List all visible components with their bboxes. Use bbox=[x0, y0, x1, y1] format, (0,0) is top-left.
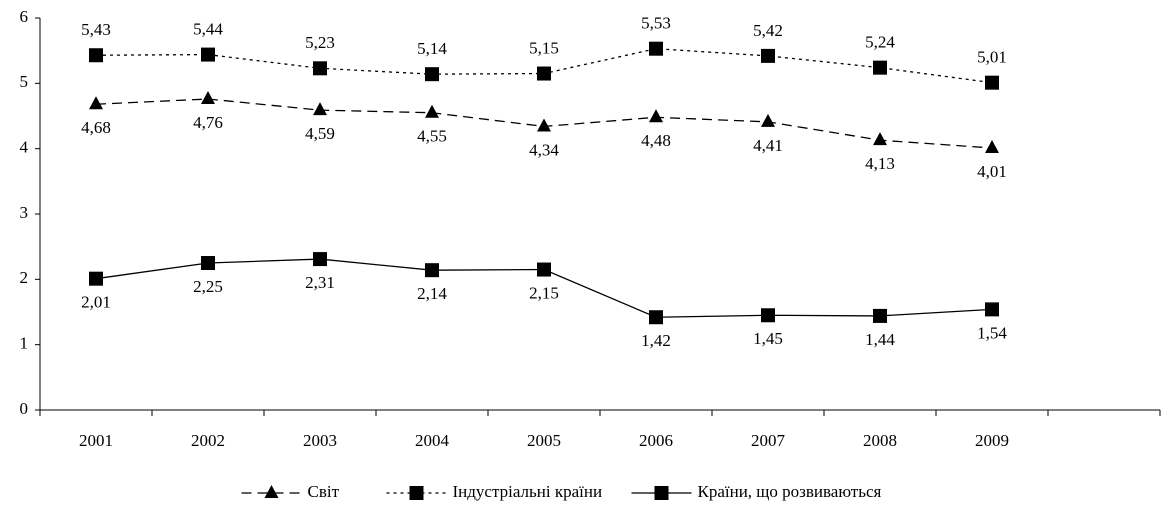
data-label: 5,14 bbox=[417, 39, 447, 58]
data-label: 5,42 bbox=[753, 21, 783, 40]
y-tick-label: 4 bbox=[20, 138, 29, 157]
marker-square bbox=[649, 310, 663, 325]
marker-square bbox=[409, 486, 424, 500]
data-label: 1,54 bbox=[977, 323, 1007, 342]
data-label: 5,01 bbox=[977, 48, 1007, 67]
marker-square bbox=[537, 66, 551, 81]
marker-square bbox=[537, 262, 551, 277]
y-tick-label: 6 bbox=[20, 7, 29, 26]
x-tick-label: 2001 bbox=[79, 431, 113, 450]
data-label: 1,42 bbox=[641, 331, 671, 350]
data-label: 4,55 bbox=[417, 127, 447, 146]
marker-square bbox=[425, 67, 439, 82]
marker-square bbox=[425, 263, 439, 278]
data-label: 5,23 bbox=[305, 33, 335, 52]
legend-label: Країни, що розвиваються bbox=[698, 482, 882, 501]
legend-label: Світ bbox=[308, 482, 340, 501]
marker-triangle bbox=[201, 91, 215, 105]
data-label: 4,59 bbox=[305, 124, 335, 143]
marker-triangle bbox=[313, 102, 327, 116]
y-tick-label: 3 bbox=[20, 203, 29, 222]
x-tick-label: 2008 bbox=[863, 431, 897, 450]
marker-triangle bbox=[649, 109, 663, 123]
marker-square bbox=[985, 302, 999, 317]
y-tick-label: 0 bbox=[20, 399, 29, 418]
marker-triangle bbox=[264, 485, 279, 498]
data-label: 5,15 bbox=[529, 38, 559, 57]
data-label: 5,53 bbox=[641, 14, 671, 33]
x-tick-label: 2005 bbox=[527, 431, 561, 450]
data-label: 1,45 bbox=[753, 329, 783, 348]
data-label: 2,15 bbox=[529, 283, 559, 302]
data-label: 4,48 bbox=[641, 131, 671, 150]
data-label: 5,43 bbox=[81, 20, 111, 39]
data-label: 5,24 bbox=[865, 33, 895, 52]
marker-square bbox=[89, 271, 103, 286]
marker-triangle bbox=[425, 104, 439, 118]
marker-square bbox=[985, 75, 999, 90]
x-tick-label: 2003 bbox=[303, 431, 337, 450]
marker-square bbox=[313, 61, 327, 76]
data-label: 4,13 bbox=[865, 154, 895, 173]
y-tick-label: 5 bbox=[20, 72, 29, 91]
data-label: 4,01 bbox=[977, 162, 1007, 181]
marker-square bbox=[873, 308, 887, 323]
x-tick-label: 2002 bbox=[191, 431, 225, 450]
y-tick-label: 2 bbox=[20, 268, 29, 287]
y-tick-label: 1 bbox=[20, 334, 29, 353]
legend-label: Індустріальні країни bbox=[453, 482, 603, 501]
data-label: 2,31 bbox=[305, 273, 335, 292]
data-label: 4,68 bbox=[81, 118, 111, 137]
marker-triangle bbox=[873, 132, 887, 146]
data-label: 2,01 bbox=[81, 293, 111, 312]
marker-square bbox=[761, 48, 775, 63]
data-label: 4,34 bbox=[529, 140, 559, 159]
data-label: 4,41 bbox=[753, 136, 783, 155]
data-label: 2,25 bbox=[193, 277, 223, 296]
marker-triangle bbox=[985, 140, 999, 154]
marker-triangle bbox=[537, 118, 551, 132]
marker-square bbox=[89, 48, 103, 63]
marker-square bbox=[313, 252, 327, 267]
marker-square bbox=[873, 60, 887, 75]
marker-square bbox=[201, 47, 215, 62]
marker-square bbox=[201, 256, 215, 270]
marker-triangle bbox=[761, 113, 775, 127]
marker-square bbox=[649, 41, 663, 56]
data-label: 2,14 bbox=[417, 284, 447, 303]
marker-square bbox=[654, 486, 669, 500]
marker-triangle bbox=[89, 96, 103, 110]
data-label: 4,76 bbox=[193, 113, 223, 132]
x-tick-label: 2006 bbox=[639, 431, 673, 450]
data-label: 1,44 bbox=[865, 330, 895, 349]
data-label: 5,44 bbox=[193, 19, 223, 38]
x-tick-label: 2004 bbox=[415, 431, 450, 450]
marker-square bbox=[761, 308, 775, 323]
x-tick-label: 2009 bbox=[975, 431, 1009, 450]
x-tick-label: 2007 bbox=[751, 431, 786, 450]
